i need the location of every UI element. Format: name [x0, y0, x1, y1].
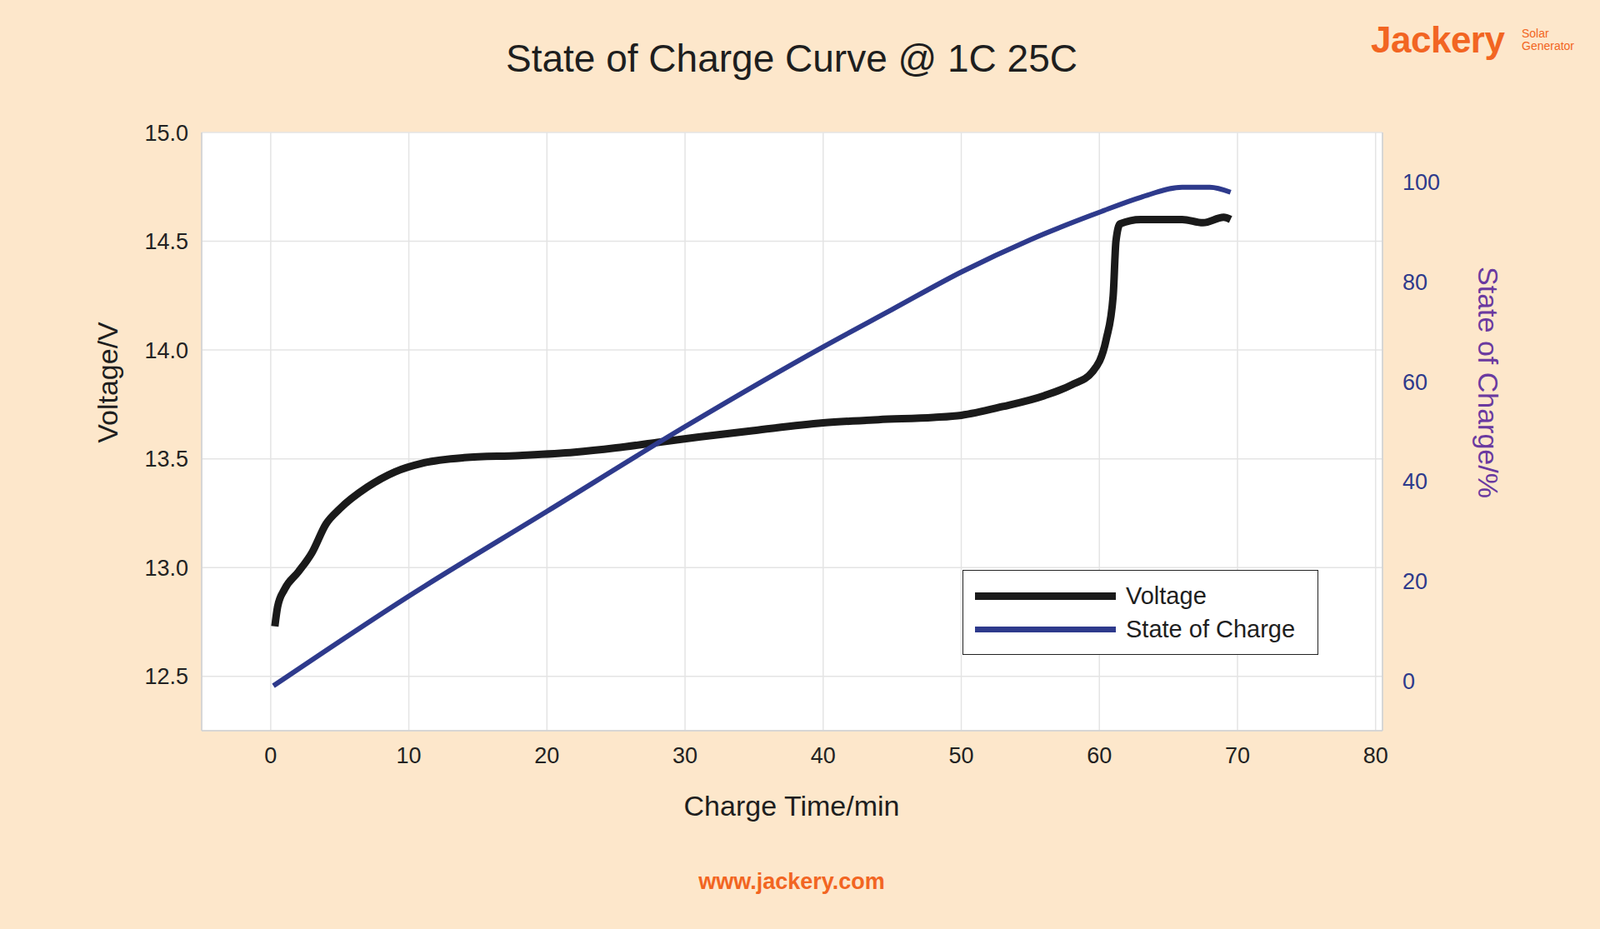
html-text:Voltage/V: Voltage/V — [91, 321, 124, 444]
svg-text:100: 100 — [1402, 170, 1440, 195]
html-text:State of Charge: State of Charge — [1125, 615, 1296, 643]
html-text:Solar: Solar — [1521, 26, 1549, 40]
svg-text:14.5: 14.5 — [144, 229, 189, 255]
svg-text:80: 80 — [1363, 743, 1389, 769]
svg-text:70: 70 — [1225, 743, 1250, 769]
svg-text:50: 50 — [948, 743, 974, 769]
svg-text:60: 60 — [1402, 370, 1428, 395]
html-text:Charge Time/min: Charge Time/min — [683, 790, 900, 822]
svg-text:60: 60 — [1086, 743, 1112, 769]
svg-text:0: 0 — [264, 743, 277, 769]
svg-text:12.5: 12.5 — [144, 664, 189, 690]
html-text:State of Charge Curve @ 1C 25C: State of Charge Curve @ 1C 25C — [505, 36, 1078, 80]
html-text:www.jackery.com: www.jackery.com — [698, 868, 885, 894]
html-text:Voltage: Voltage — [1125, 582, 1207, 609]
svg-text:80: 80 — [1402, 270, 1428, 295]
svg-text:14.0: 14.0 — [144, 338, 189, 364]
html-text:State of Charge/%: State of Charge/% — [1472, 266, 1505, 499]
svg-text:13.5: 13.5 — [144, 446, 189, 472]
svg-text:10: 10 — [396, 743, 422, 769]
svg-text:40: 40 — [1402, 469, 1428, 495]
svg-text:30: 30 — [672, 743, 698, 769]
svg-text:20: 20 — [534, 743, 560, 769]
svg-text:40: 40 — [810, 743, 836, 769]
html-text:Generator: Generator — [1521, 39, 1575, 53]
svg-text:20: 20 — [1402, 569, 1428, 595]
svg-text:0: 0 — [1402, 669, 1415, 695]
svg-text:15.0: 15.0 — [144, 120, 189, 146]
svg-text:13.0: 13.0 — [144, 555, 189, 581]
html-text:Jackery: Jackery — [1370, 19, 1505, 60]
